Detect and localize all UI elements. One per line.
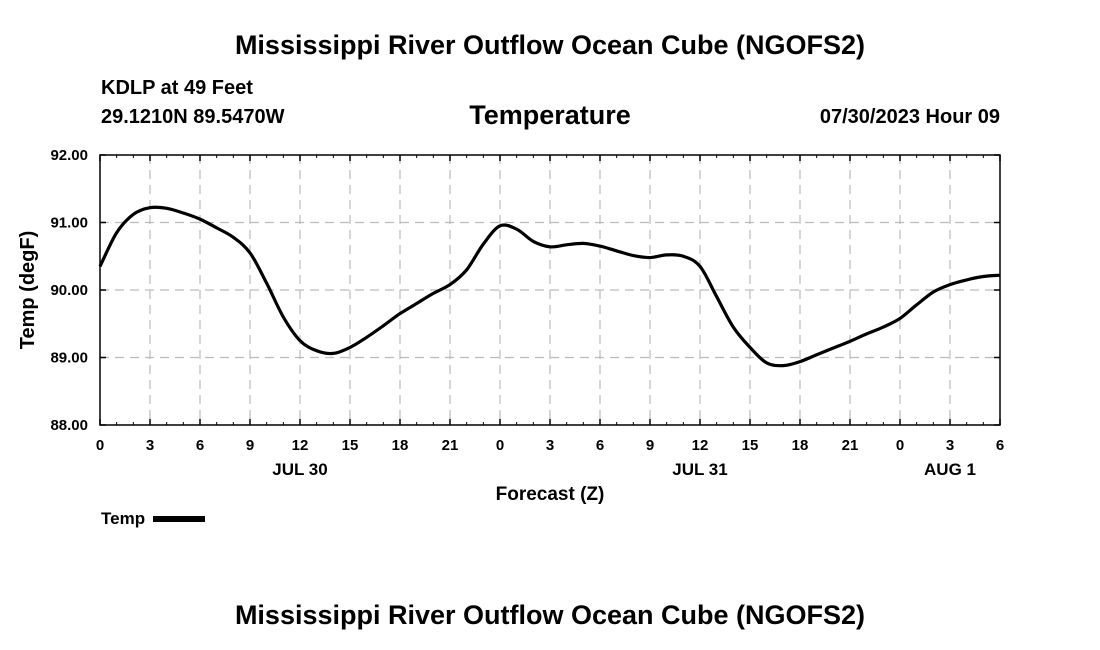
x-tick-label: 3 — [546, 437, 554, 454]
x-tick-label: 6 — [596, 437, 604, 454]
date-label: JUL 31 — [672, 460, 727, 479]
x-axis-title: Forecast (Z) — [496, 484, 605, 505]
legend: Temp — [101, 509, 206, 529]
date-label: AUG 1 — [924, 460, 976, 479]
x-tick-label: 3 — [146, 437, 154, 454]
chart-title: Temperature — [469, 100, 631, 130]
x-tick-label: 6 — [996, 437, 1004, 454]
series — [98, 205, 1001, 368]
x-tick-label: 15 — [342, 437, 359, 454]
x-tick-label: 9 — [646, 437, 654, 454]
footer-title: Mississippi River Outflow Ocean Cube (NG… — [234, 600, 866, 630]
x-tick-label: 12 — [692, 437, 709, 454]
x-tick-label: 18 — [392, 437, 409, 454]
y-tick-label: 90.00 — [50, 282, 88, 299]
legend-label: Temp — [101, 509, 146, 528]
series-line-temp — [98, 205, 1001, 368]
x-tick-label: 0 — [496, 437, 504, 454]
legend-line-swatch — [153, 516, 206, 522]
x-tick-label: 21 — [842, 437, 859, 454]
main-title: Mississippi River Outflow Ocean Cube (NG… — [234, 30, 866, 60]
x-tick-label: 0 — [896, 437, 904, 454]
coordinates-label: 29.1210N 89.5470W — [101, 106, 285, 128]
y-tick-label: 91.00 — [50, 215, 88, 232]
forecast-datetime: 07/30/2023 Hour 09 — [819, 106, 1000, 128]
y-axis-title: Temp (degF) — [17, 231, 39, 350]
station-label: KDLP at 49 Feet — [101, 77, 253, 99]
y-tick-label: 89.00 — [50, 350, 88, 367]
x-tick-label: 15 — [742, 437, 759, 454]
x-tick-label: 18 — [792, 437, 809, 454]
x-tick-label: 3 — [946, 437, 954, 454]
y-tick-label: 92.00 — [50, 147, 88, 164]
x-tick-label: 12 — [292, 437, 309, 454]
plot-frame — [99, 154, 1001, 426]
x-tick-label: 9 — [246, 437, 254, 454]
x-tick-label: 21 — [442, 437, 459, 454]
y-tick-label: 88.00 — [50, 417, 88, 434]
temperature-chart: 88.00 89.00 90.00 91.00 92.00 0 3 6 9 12 15 18 21 0 3 6… — [17, 147, 1004, 505]
axis-labels: 88.00 89.00 90.00 91.00 92.00 0 3 6 9 12 15 18 21 0 3 6… — [50, 147, 1004, 479]
x-tick-label: 6 — [196, 437, 204, 454]
date-label: JUL 30 — [272, 460, 327, 479]
grid — [100, 155, 1000, 425]
x-tick-label: 0 — [96, 437, 104, 454]
